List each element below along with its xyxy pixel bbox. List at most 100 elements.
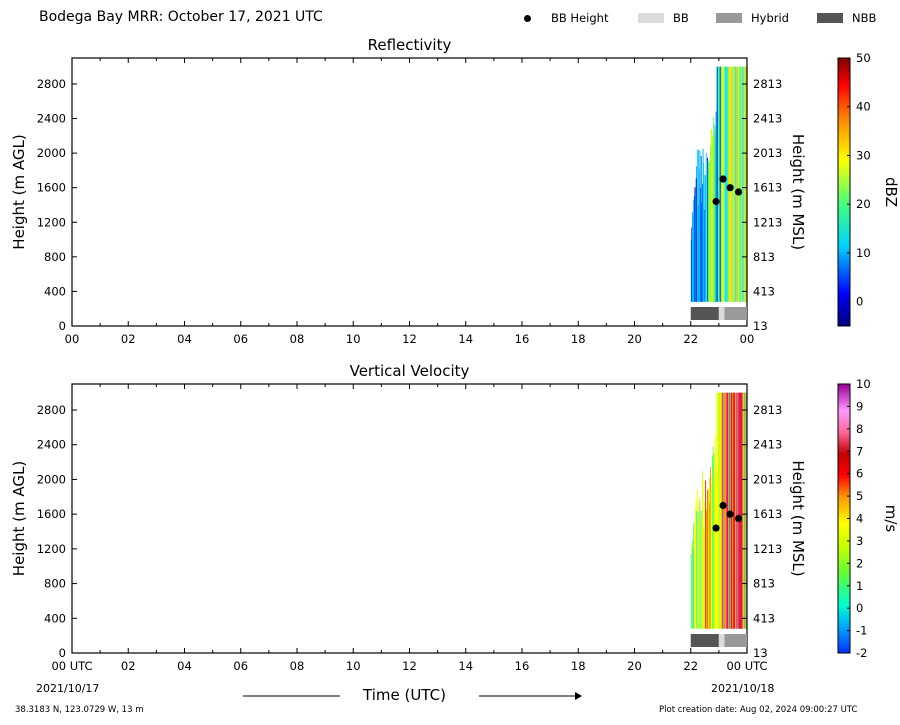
bb-height-point <box>719 501 727 510</box>
heatmap-cell <box>738 392 740 629</box>
heatmap-cell <box>715 436 717 629</box>
heatmap-cell <box>714 451 716 629</box>
panel-title: Vertical Velocity <box>350 362 470 380</box>
heatmap-cell <box>698 512 700 629</box>
bb-type-segment <box>724 307 747 320</box>
heatmap-cell <box>731 392 733 629</box>
x-axis-label: Time (UTC) <box>363 686 446 704</box>
colorbar-tick-label: 0 <box>856 601 863 615</box>
x-tick-label: 02 <box>121 659 136 673</box>
y-tick-label: 400 <box>44 611 66 625</box>
heatmap-cell <box>734 392 736 629</box>
heatmap-cell <box>734 66 736 302</box>
heatmap-cell <box>740 392 742 629</box>
heatmap-cell <box>691 227 693 302</box>
heatmap-cell <box>704 501 706 629</box>
y-tick-label-right: 1613 <box>753 181 782 195</box>
x-tick-label: 12 <box>402 332 417 346</box>
y-tick-label-right: 1213 <box>753 215 782 229</box>
x-tick-label: 14 <box>458 659 473 673</box>
heatmap-cell <box>733 392 735 629</box>
heatmap-cell <box>740 66 742 302</box>
heatmap-cell <box>712 446 714 629</box>
y-tick-label-right: 2813 <box>753 403 782 417</box>
start-date: 2021/10/17 <box>36 682 100 695</box>
bb-height-point <box>726 510 734 518</box>
heatmap-cell <box>706 173 708 302</box>
heatmap-cell <box>744 392 746 629</box>
colorbar-tick-label: 2 <box>856 556 863 570</box>
x-tick-label: 02 <box>121 332 136 346</box>
heatmap-cell <box>719 392 721 629</box>
heatmap-cell <box>697 489 698 629</box>
heatmap-cell <box>735 392 737 629</box>
heatmap-cell <box>703 530 705 629</box>
heatmap-cell <box>732 392 733 629</box>
colorbar-tick-label: 10 <box>856 246 871 260</box>
heatmap-cell <box>738 66 740 302</box>
nbb-legend-swatch <box>817 13 843 23</box>
x-tick-label: 08 <box>290 332 305 346</box>
y-tick-label: 0 <box>59 646 66 660</box>
heatmap-cell <box>692 548 694 629</box>
plot-frame <box>71 57 748 327</box>
heatmap-cell <box>720 66 722 302</box>
heatmap-cell <box>697 149 698 302</box>
heatmap-cell <box>737 66 738 302</box>
heatmap-cell <box>693 523 695 629</box>
heatmap-cell <box>735 392 737 629</box>
heatmap-cell <box>733 66 735 302</box>
heatmap-cell <box>696 511 698 629</box>
y-axis-label-right: Height (m MSL) <box>789 460 807 576</box>
y-tick-label: 2000 <box>37 146 66 160</box>
heatmap-cell <box>733 66 735 302</box>
heatmap-cell <box>713 123 715 302</box>
heatmap-cell <box>718 66 720 302</box>
heatmap-cell <box>714 126 716 302</box>
heatmap-cell <box>743 392 745 629</box>
heatmap-cell <box>695 178 697 302</box>
colorbar-tick-label: 8 <box>856 422 863 436</box>
heatmap-cell <box>725 66 727 302</box>
y-tick-label: 2800 <box>37 403 66 417</box>
heatmap-cell <box>740 392 742 629</box>
x-tick-label: 10 <box>346 659 361 673</box>
heatmap-cell <box>707 487 709 629</box>
heatmap-cell <box>703 163 705 302</box>
heatmap-cell <box>692 539 693 629</box>
heatmap-cell <box>742 392 743 629</box>
heatmap-cell <box>727 392 728 629</box>
y-tick-label: 800 <box>44 577 66 591</box>
x-tick-label: 22 <box>683 659 698 673</box>
x-tick-label: 00 UTC <box>726 659 767 673</box>
plot-frame <box>71 383 748 654</box>
heatmap-cell <box>707 490 708 629</box>
y-tick-label-right: 2413 <box>753 438 782 452</box>
heatmap-cell <box>715 466 717 629</box>
colorbar-tick-label: 7 <box>856 444 863 458</box>
location-text: 38.3183 N, 123.0729 W, 13 m <box>15 705 144 715</box>
colorbar-tick-label: 30 <box>856 148 871 162</box>
bb-type-segment <box>718 634 725 647</box>
heatmap-cell <box>695 191 697 302</box>
heatmap-cell <box>736 392 738 629</box>
y-axis-label: Height (m AGL) <box>10 134 28 249</box>
page-title: Bodega Bay MRR: October 17, 2021 UTC <box>39 9 323 25</box>
heatmap-cell <box>720 392 722 629</box>
y-tick-label-right: 1613 <box>753 507 782 521</box>
heatmap-cell <box>722 66 724 302</box>
heatmap-cell <box>719 66 721 302</box>
colorbar-tick-label: 20 <box>856 197 871 211</box>
heatmap-cell <box>707 161 709 302</box>
y-tick-label-right: 2013 <box>753 472 782 486</box>
bb-height-point <box>719 175 727 183</box>
y-tick-label: 2400 <box>37 112 66 126</box>
x-tick-label: 18 <box>571 659 586 673</box>
heatmap-cell <box>695 499 697 629</box>
bb-type-segment <box>718 307 725 320</box>
heatmap-cell <box>695 507 697 629</box>
heatmap-cell <box>708 491 710 629</box>
heatmap-cell <box>705 176 707 302</box>
heatmap-cell <box>735 66 737 302</box>
